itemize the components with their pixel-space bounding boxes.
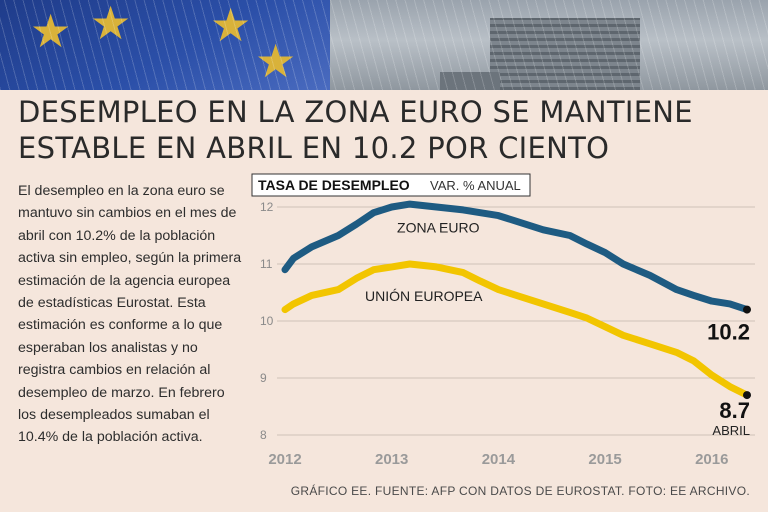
- credit-line: GRÁFICO EE. FUENTE: AFP CON DATOS DE EUR…: [290, 484, 750, 498]
- star-icon: ★: [255, 38, 296, 84]
- data-label-union-europea: 8.7: [719, 398, 750, 423]
- x-tick-label: 2013: [375, 451, 408, 468]
- rain-overlay: [0, 0, 768, 90]
- building-image: [440, 72, 500, 90]
- unemployment-chart: 12 11 10 9 8 2012 2013 2014 2015 2016 TASA DE DE…: [251, 173, 755, 468]
- x-axis: 2012 2013 2014 2015 2016: [268, 451, 728, 468]
- chart-title-box: [251, 173, 531, 197]
- x-tick-label: 2015: [588, 451, 621, 468]
- star-icon: ★: [210, 2, 251, 48]
- headline: DESEMPLEO EN LA ZONA EURO SE MANTIENE ES…: [18, 95, 693, 165]
- chart-grid: [277, 206, 755, 436]
- article-body: El desempleo en la zona euro se mantuvo …: [18, 183, 242, 446]
- y-tick-label: 8: [260, 428, 267, 442]
- x-tick-label: 2016: [695, 451, 728, 468]
- y-tick-label: 11: [260, 257, 273, 271]
- chart-title: TASA DE DESEMPLEO: [258, 177, 410, 193]
- union-europea-line: [281, 260, 751, 399]
- series-label-union-europea: UNIÓN EUROPEA: [365, 288, 483, 304]
- zona-euro-line: [281, 200, 751, 314]
- end-point: [743, 305, 751, 314]
- euro-sculpture-image: [0, 0, 330, 90]
- star-icon: ★: [90, 0, 131, 46]
- star-icon: ★: [30, 8, 71, 54]
- end-point: [743, 391, 751, 400]
- x-tick-label: 2014: [482, 451, 516, 468]
- series-lines: [281, 200, 751, 400]
- y-tick-label: 12: [260, 200, 274, 214]
- y-tick-label: 10: [260, 314, 274, 328]
- series-label-zona-euro: ZONA EURO: [397, 220, 480, 236]
- data-label-zona-euro: 10.2: [707, 320, 750, 345]
- y-tick-label: 9: [260, 371, 267, 385]
- y-axis: 12 11 10 9 8: [260, 200, 274, 442]
- x-tick-label: 2012: [268, 451, 301, 468]
- header-photo: ★ ★ ★ ★: [0, 0, 768, 90]
- chart-subtitle: VAR. % ANUAL: [430, 178, 521, 193]
- annotation-abril: ABRIL: [712, 423, 750, 438]
- building-image: [490, 18, 640, 90]
